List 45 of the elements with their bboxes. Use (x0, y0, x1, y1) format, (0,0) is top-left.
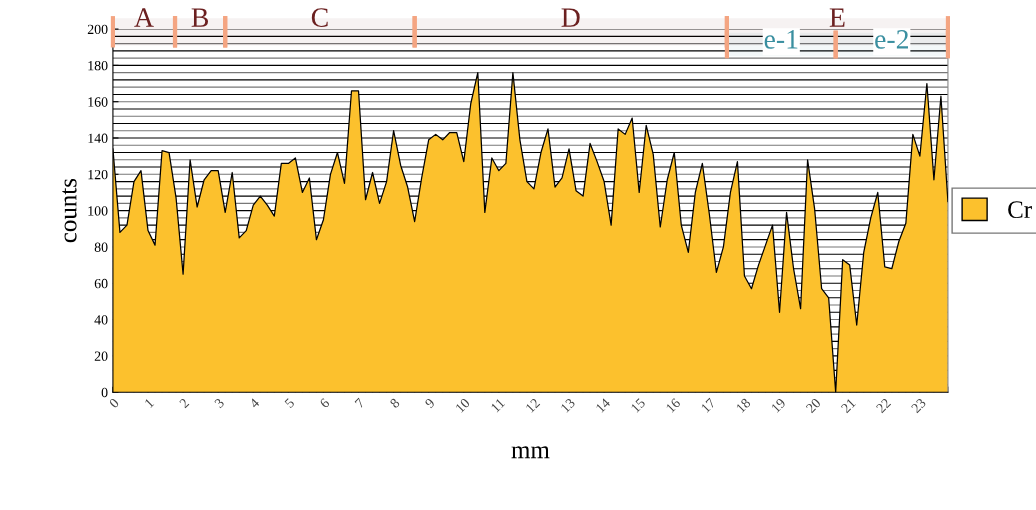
x-tick-label: 10 (455, 397, 471, 413)
x-tick-label: 20 (805, 397, 822, 414)
x-tick-label: 0 (108, 397, 120, 409)
x-tick-label: 2 (178, 397, 190, 409)
y-tick-label: 40 (94, 315, 108, 325)
y-axis-title: counts (62, 178, 77, 243)
y-tick-label: 20 (94, 351, 108, 361)
x-tick-label: 9 (424, 397, 436, 409)
legend-label: Cr (1008, 201, 1032, 219)
x-axis-title: mm (511, 446, 550, 459)
x-tick-label: 7 (354, 397, 366, 409)
y-tick-label: 100 (88, 206, 108, 216)
x-tick-label: 3 (214, 397, 225, 409)
band-label: A (134, 8, 154, 27)
x-tick-label: 12 (525, 397, 541, 413)
x-tick-label: 13 (560, 397, 576, 413)
y-tick-label: 120 (88, 169, 108, 180)
y-tick-label: 0 (101, 387, 108, 398)
x-tick-label: 11 (490, 397, 506, 413)
x-tick-label: 21 (840, 397, 856, 414)
x-tick-label: 15 (630, 397, 646, 413)
band-label: e-1 (764, 30, 798, 49)
band-label: C (311, 8, 328, 27)
y-tick-label: 140 (88, 133, 108, 143)
x-tick-label: 4 (248, 397, 260, 409)
y-tick-label: 80 (94, 242, 108, 252)
y-tick-label: 200 (87, 24, 108, 35)
band-label: e-2 (875, 30, 909, 49)
band-label: D (561, 8, 580, 27)
x-tick-label: 16 (665, 397, 681, 413)
x-tick-label: 6 (319, 397, 331, 409)
y-tick-label: 180 (88, 60, 108, 71)
x-tick-label: 22 (875, 397, 892, 414)
x-tick-label: 19 (770, 397, 787, 413)
y-tick-label: 60 (94, 278, 108, 289)
x-tick-label: 23 (910, 397, 927, 414)
x-tick-label: 17 (700, 397, 716, 413)
x-tick-label: 5 (284, 397, 295, 409)
y-tick-label: 160 (88, 97, 108, 107)
band-label: E (829, 8, 845, 27)
band-label: B (191, 8, 209, 27)
x-tick-label: 18 (735, 397, 751, 413)
x-tick-label: 14 (595, 397, 611, 413)
x-tick-label: 8 (389, 397, 401, 409)
x-tick-label: 1 (144, 397, 155, 408)
